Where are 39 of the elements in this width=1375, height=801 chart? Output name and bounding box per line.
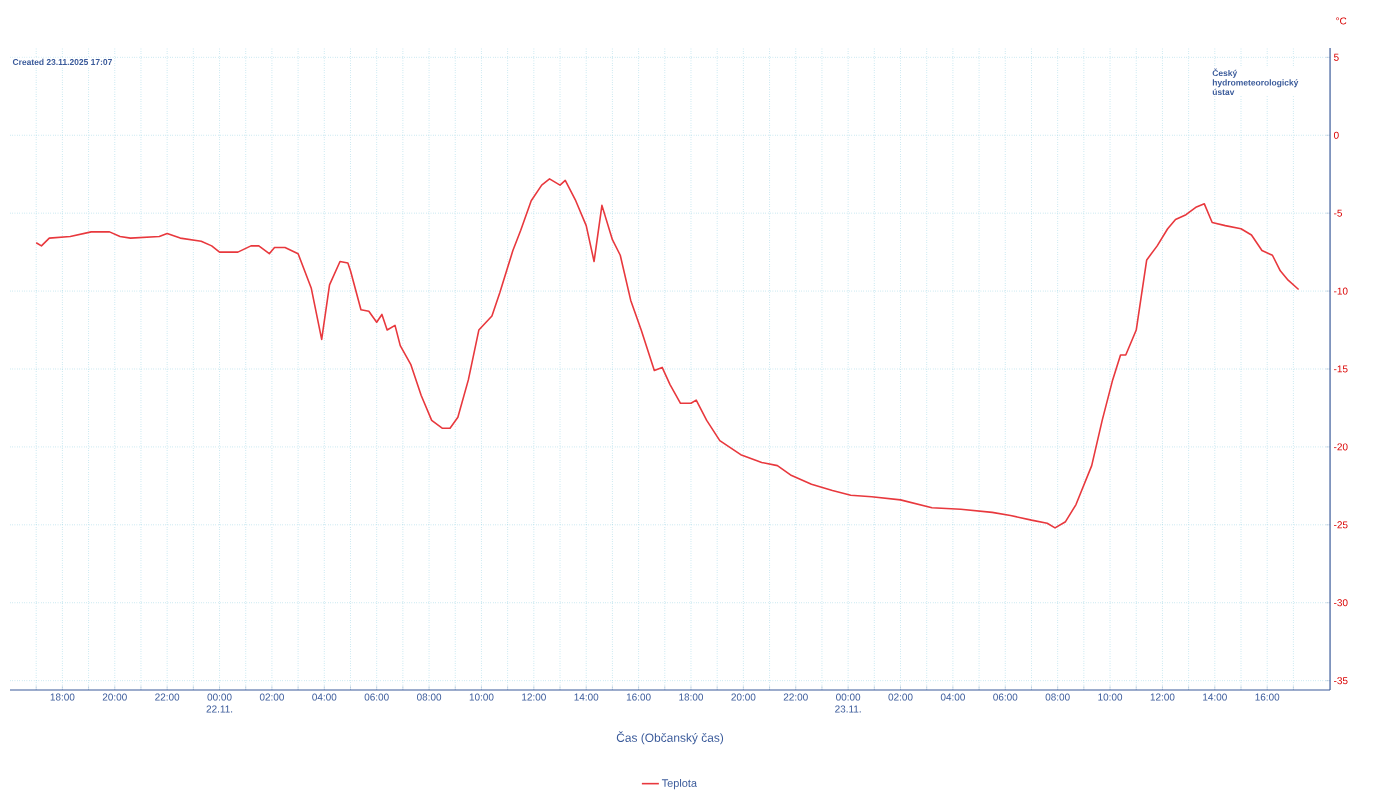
line-series	[35, 178, 1300, 529]
y-tick-label: -30	[1334, 599, 1348, 607]
x-tick-label: 08:00	[416, 693, 442, 701]
x-tick-label: 12:00	[1150, 693, 1175, 701]
x-tick-label: 22:00	[155, 693, 180, 701]
x-tick-label: 02:00	[888, 693, 913, 701]
y-tick-label: -10	[1334, 287, 1348, 295]
x-tick-label: 20:00	[102, 693, 127, 701]
x-tick-label: 04:00	[940, 693, 965, 701]
x-tick-label: 08:00	[1045, 693, 1070, 701]
x-tick-label: 00:00 23.11.	[835, 693, 861, 713]
x-tick-label: 04:00	[312, 693, 337, 701]
y-tick-label: -25	[1334, 521, 1348, 529]
y-tick-label: -5	[1334, 209, 1343, 217]
x-tick-label: 14:00	[574, 693, 599, 701]
x-tick-label: 00:00 22.11.	[206, 693, 233, 713]
x-tick-label: 02:00	[259, 693, 284, 701]
x-tick-label: 12:00	[522, 693, 546, 701]
y-axis-title: °C	[1336, 17, 1347, 25]
annotation: Český hydrometeorologický ústav	[1212, 68, 1299, 96]
annotation: Created 23.11.2025 17:07	[12, 58, 112, 66]
x-tick-label: 16:00	[626, 693, 651, 701]
x-tick-label: 10:00	[1098, 693, 1123, 701]
x-tick-label: 06:00	[993, 693, 1018, 701]
y-tick-label: -15	[1334, 365, 1348, 373]
x-axis-title: Čas (Občanský čas)	[616, 731, 724, 745]
x-tick-label: 06:00	[364, 693, 389, 701]
y-tick-label: 5	[1333, 53, 1339, 61]
x-tick-label: 20:00	[731, 693, 756, 701]
x-tick-label: 10:00	[469, 693, 494, 701]
y-tick-label: -20	[1334, 443, 1348, 451]
y-tick-label: -35	[1334, 677, 1348, 685]
x-tick-label: 22:00	[783, 693, 808, 701]
legend-label: Teplota	[661, 778, 697, 790]
x-tick-label: 16:00	[1255, 693, 1280, 701]
x-tick-label: 18:00	[679, 693, 704, 701]
y-tick-label: 0	[1333, 131, 1339, 139]
x-tick-label: 18:00	[50, 693, 75, 701]
x-tick-label: 14:00	[1203, 693, 1227, 701]
